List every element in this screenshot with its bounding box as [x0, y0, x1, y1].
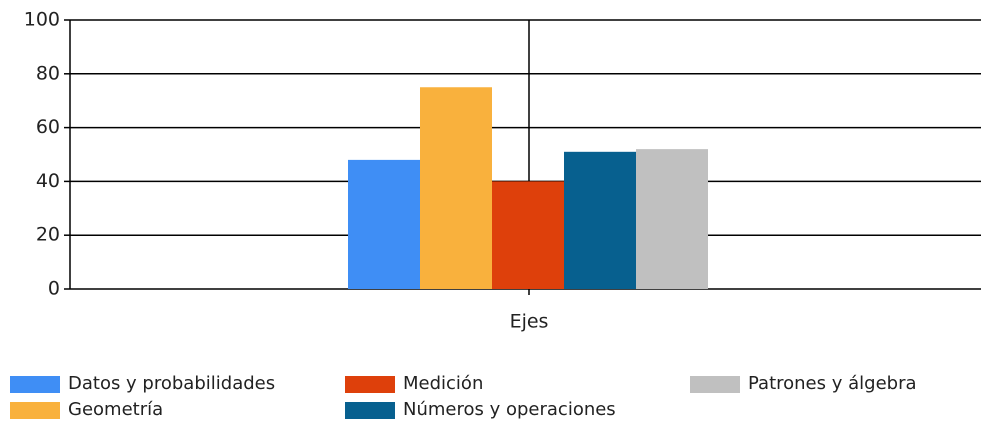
legend-label: Datos y probabilidades — [68, 373, 275, 394]
x-tick-label: Ejes — [510, 311, 549, 333]
y-tick-label: 80 — [36, 62, 60, 84]
y-tick-label: 100 — [24, 9, 60, 31]
y-tick-label: 60 — [36, 116, 60, 138]
legend-label: Patrones y álgebra — [748, 373, 917, 394]
legend-swatch — [345, 376, 395, 393]
bar — [492, 181, 564, 289]
y-tick-label: 40 — [36, 170, 60, 192]
bar — [420, 87, 492, 289]
legend-swatch — [10, 376, 60, 393]
legend-swatch — [345, 402, 395, 419]
legend-label: Geometría — [68, 399, 163, 420]
bar — [636, 149, 708, 289]
y-tick-label: 20 — [36, 224, 60, 246]
bar — [564, 151, 636, 289]
legend-swatch — [10, 402, 60, 419]
legend-label: Medición — [403, 373, 483, 394]
bar — [348, 159, 420, 289]
legend-label: Números y operaciones — [403, 399, 616, 420]
legend-swatch — [690, 376, 740, 393]
y-tick-label: 0 — [48, 278, 60, 300]
